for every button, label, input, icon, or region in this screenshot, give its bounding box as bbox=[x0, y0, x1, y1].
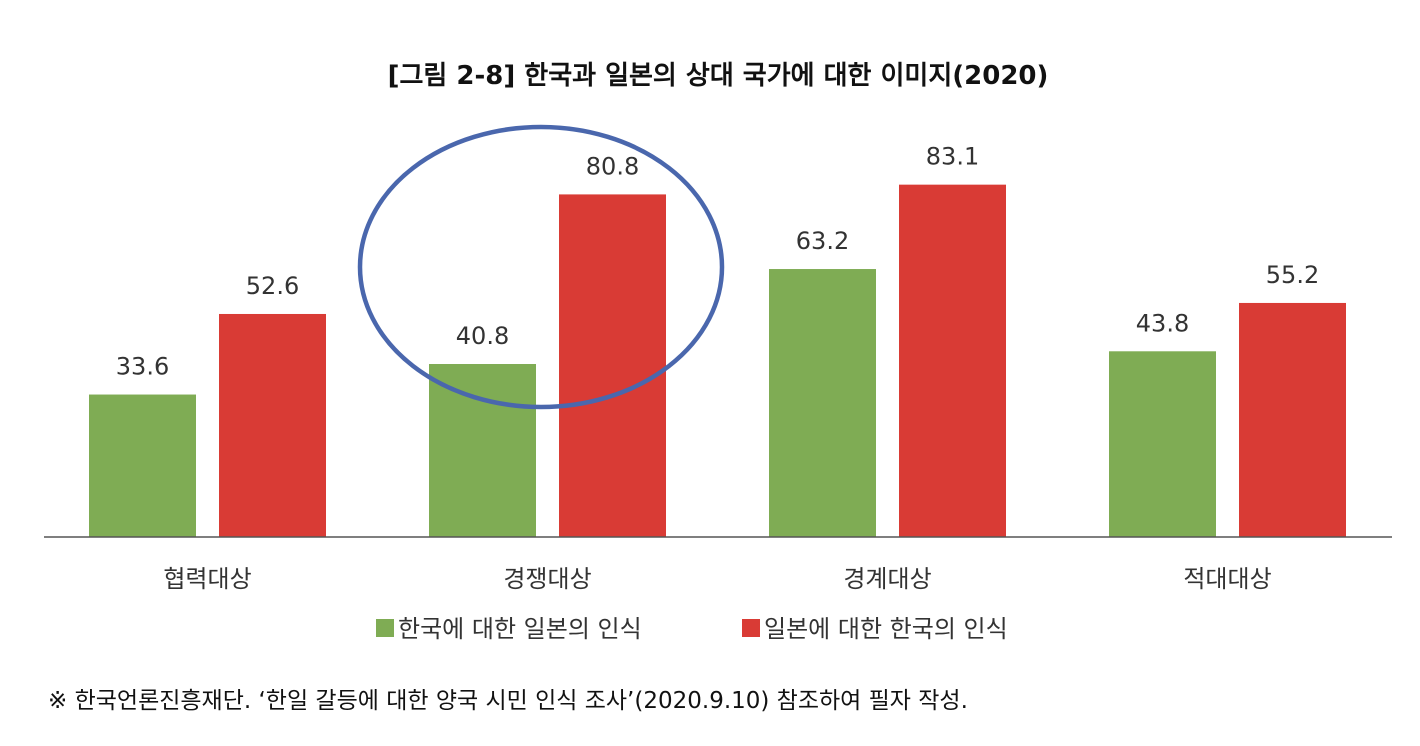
value-label-korea-2: 63.2 bbox=[796, 227, 849, 255]
source-note: ※ 한국언론진흥재단. ‘한일 갈등에 대한 양국 시민 인식 조사’(2020… bbox=[48, 688, 968, 714]
value-labels-layer: 33.6 52.6 40.8 80.8 63.2 83.1 43.8 55.2 bbox=[116, 143, 1319, 381]
category-label-2: 경계대상 bbox=[843, 565, 931, 593]
bars-layer bbox=[89, 184, 1346, 537]
chart-title: [그림 2-8] 한국과 일본의 상대 국가에 대한 이미지(2020) bbox=[388, 61, 1049, 91]
bar-korea-3 bbox=[1109, 351, 1216, 537]
bar-japan-2 bbox=[899, 184, 1006, 537]
value-label-korea-1: 40.8 bbox=[456, 322, 509, 350]
value-label-japan-2: 83.1 bbox=[926, 143, 979, 171]
bar-korea-2 bbox=[769, 269, 876, 537]
bar-korea-1 bbox=[429, 364, 536, 537]
legend-label-korea: 한국에 대한 일본의 인식 bbox=[398, 615, 642, 643]
category-labels: 협력대상 경쟁대상 경계대상 적대대상 bbox=[163, 565, 1271, 593]
bar-japan-3 bbox=[1239, 302, 1346, 537]
value-label-korea-3: 43.8 bbox=[1136, 309, 1189, 337]
value-label-japan-1: 80.8 bbox=[586, 152, 639, 180]
bar-korea-0 bbox=[89, 394, 196, 537]
value-label-japan-3: 55.2 bbox=[1266, 261, 1319, 289]
value-label-japan-0: 52.6 bbox=[246, 272, 299, 300]
bar-japan-0 bbox=[219, 313, 326, 537]
legend-swatch-japan bbox=[742, 619, 760, 637]
highlight-ellipse bbox=[357, 124, 725, 410]
legend-label-japan: 일본에 대한 한국의 인식 bbox=[764, 615, 1008, 643]
value-label-korea-0: 33.6 bbox=[116, 353, 169, 381]
category-label-1: 경쟁대상 bbox=[503, 565, 591, 593]
bar-japan-1 bbox=[559, 194, 666, 537]
category-label-3: 적대대상 bbox=[1183, 565, 1271, 593]
legend-swatch-korea bbox=[376, 619, 394, 637]
category-label-0: 협력대상 bbox=[163, 565, 251, 593]
legend: 한국에 대한 일본의 인식 일본에 대한 한국의 인식 bbox=[376, 615, 1008, 643]
